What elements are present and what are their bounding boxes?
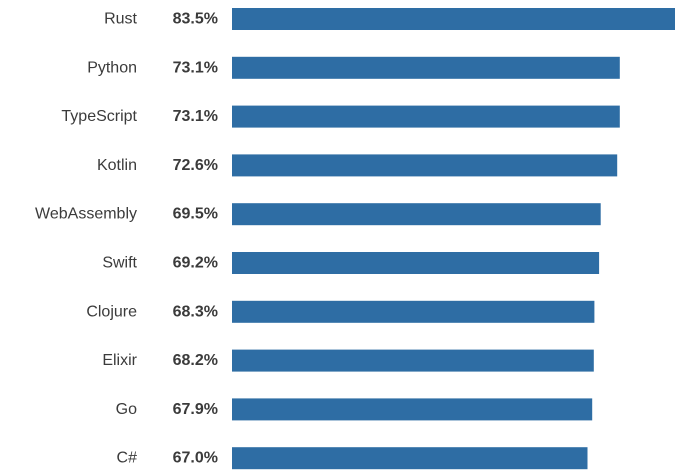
bar: [232, 252, 600, 274]
value-label: 83.5%: [173, 11, 218, 28]
bar: [232, 349, 594, 372]
category-label: TypeScript: [61, 108, 137, 125]
value-label: 68.3%: [173, 303, 218, 320]
bar: [232, 105, 620, 128]
category-label: C#: [117, 450, 138, 467]
bar: [232, 300, 595, 323]
category-label: Clojure: [86, 303, 137, 320]
value-label: 73.1%: [173, 108, 218, 125]
bar: [232, 203, 601, 226]
category-label: Go: [116, 401, 137, 418]
bar: [232, 398, 593, 421]
bar: [232, 8, 675, 30]
category-label: Swift: [102, 255, 137, 272]
value-label: 72.6%: [173, 157, 218, 174]
category-label: Elixir: [102, 352, 137, 369]
bar-rows: Rust 83.5% Python 73.1% TypeScript 73.1% Kotli…: [35, 8, 675, 470]
value-label: 69.5%: [173, 206, 218, 223]
bar: [232, 56, 620, 79]
value-label: 67.0%: [173, 450, 218, 467]
value-label: 67.9%: [173, 401, 218, 418]
category-label: Kotlin: [97, 157, 137, 174]
value-label: 68.2%: [173, 352, 218, 369]
value-label: 73.1%: [173, 59, 218, 76]
value-label: 69.2%: [173, 255, 218, 272]
category-label: Rust: [104, 11, 137, 28]
category-label: Python: [87, 59, 137, 76]
bar: [232, 154, 618, 177]
category-label: WebAssembly: [35, 206, 137, 223]
bar: [232, 447, 588, 470]
